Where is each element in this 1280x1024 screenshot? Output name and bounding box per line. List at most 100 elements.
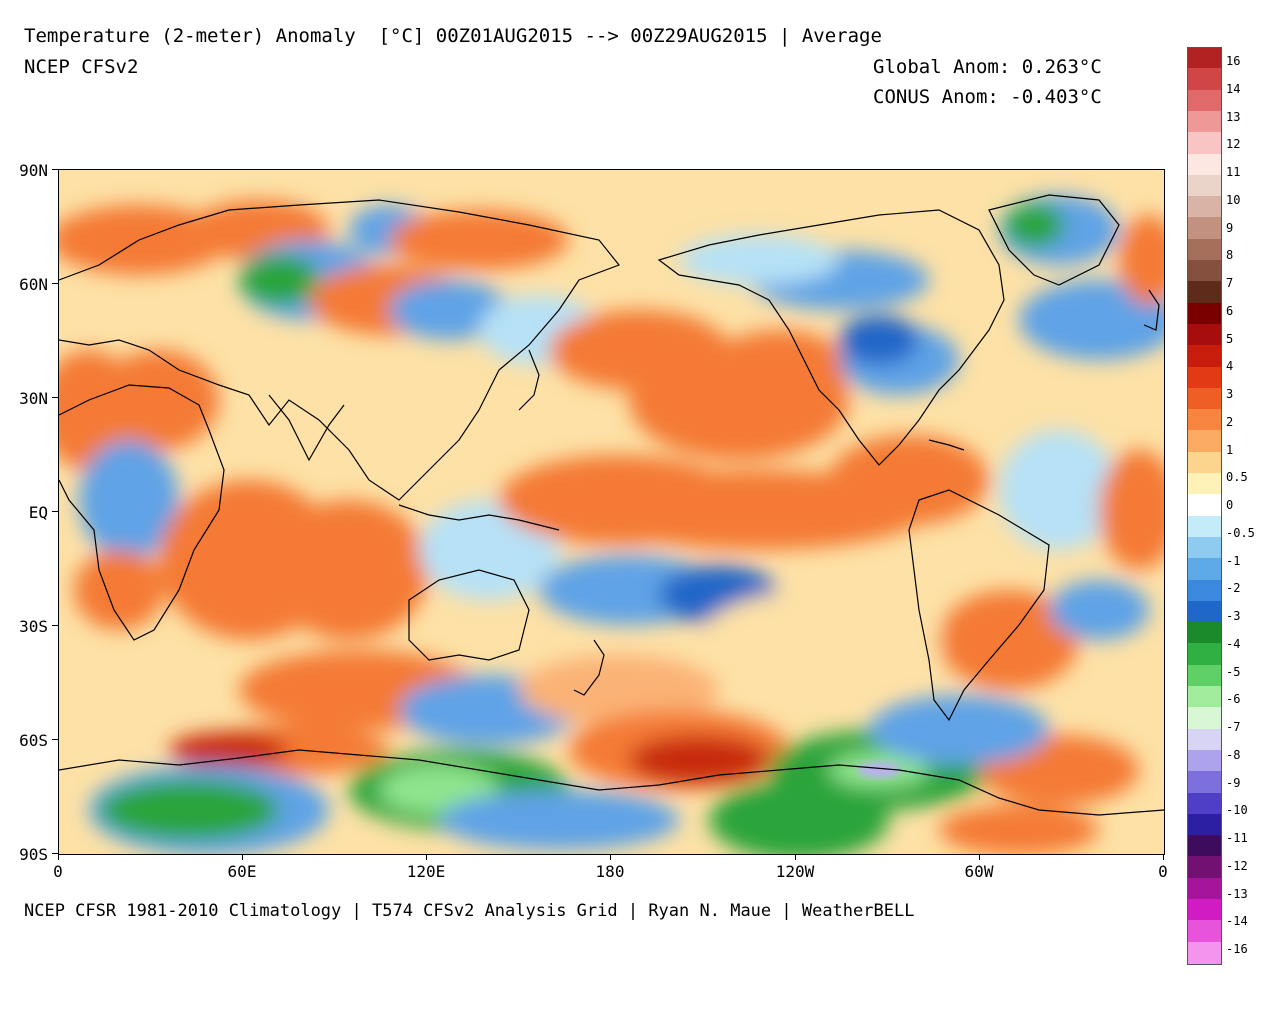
anomaly-region <box>239 255 319 305</box>
anomaly-region <box>709 780 889 854</box>
y-tick <box>52 511 58 512</box>
lon-label-60e: 60E <box>227 862 257 881</box>
colorbar-swatch <box>1187 771 1221 794</box>
colorbar-swatch <box>1187 835 1221 858</box>
anomaly-region <box>99 780 279 840</box>
colorbar-swatch <box>1187 707 1221 730</box>
anomaly-region <box>1019 280 1164 360</box>
model-name: NCEP CFSv2 <box>24 56 139 78</box>
y-tick <box>52 397 58 398</box>
colorbar-swatch <box>1187 473 1221 495</box>
colorbar-label: 8 <box>1226 248 1234 263</box>
colorbar-swatch <box>1187 409 1221 432</box>
anomaly-region <box>439 790 679 850</box>
y-tick <box>52 169 58 170</box>
colorbar-label: 0.5 <box>1226 470 1248 485</box>
lat-label-60n: 60N <box>19 275 48 294</box>
colorbar-swatch <box>1187 515 1221 538</box>
colorbar-swatch <box>1187 600 1221 623</box>
lat-label-90s: 90S <box>19 845 48 864</box>
colorbar-label: -6 <box>1226 692 1241 707</box>
anomaly-region <box>939 805 1099 854</box>
anomaly-field <box>59 170 1164 854</box>
x-tick <box>58 854 59 860</box>
colorbar-swatch <box>1187 323 1221 346</box>
colorbar-swatch <box>1187 366 1221 389</box>
colorbar-label: -12 <box>1226 858 1248 873</box>
anomaly-region <box>857 762 901 778</box>
colorbar-swatch <box>1187 558 1221 581</box>
colorbar-label: 6 <box>1226 303 1234 318</box>
anomaly-region <box>829 435 989 525</box>
anomaly-region <box>699 590 939 690</box>
anomaly-region <box>99 350 219 450</box>
colorbar-label: -7 <box>1226 720 1241 734</box>
colorbar-swatch <box>1187 387 1221 410</box>
colorbar-label: 12 <box>1226 137 1241 152</box>
anomaly-region <box>389 280 509 340</box>
colorbar-swatch <box>1187 196 1221 218</box>
colorbar-swatch <box>1187 749 1221 772</box>
colorbar-swatch <box>1187 451 1221 474</box>
anomaly-region <box>679 235 839 285</box>
colorbar-swatch <box>1187 238 1221 261</box>
colorbar-label: -9 <box>1226 775 1241 790</box>
colorbar-label: -5 <box>1226 664 1241 679</box>
anomaly-map <box>58 169 1165 855</box>
colorbar-label: 10 <box>1226 192 1241 207</box>
colorbar-label: -4 <box>1226 636 1241 651</box>
colorbar-label: 13 <box>1226 109 1241 124</box>
colorbar-swatch <box>1187 856 1221 879</box>
colorbar-swatch <box>1187 536 1221 559</box>
colorbar-swatch <box>1187 302 1221 325</box>
colorbar-swatch <box>1187 877 1221 900</box>
anomaly-region <box>869 695 1049 765</box>
colorbar-swatch <box>1187 494 1221 517</box>
x-tick <box>979 854 980 860</box>
lat-label-60s: 60S <box>19 731 48 750</box>
colorbar-label: 11 <box>1226 165 1241 179</box>
x-tick <box>426 854 427 860</box>
colorbar-swatch <box>1187 89 1221 112</box>
colorbar-label: 1 <box>1226 442 1234 457</box>
colorbar-label: 16 <box>1226 54 1241 68</box>
lon-label-0: 0 <box>53 862 63 881</box>
colorbar-label: 7 <box>1226 276 1234 290</box>
conus-anomaly: CONUS Anom: -0.403°C <box>873 86 1102 108</box>
anomaly-region <box>1049 580 1149 640</box>
x-tick <box>242 854 243 860</box>
anomaly-region <box>79 440 179 560</box>
map-title: Temperature (2-meter) Anomaly [°C] 00Z01… <box>24 25 882 47</box>
anomaly-region <box>389 210 569 270</box>
colorbar-label: 4 <box>1226 359 1234 374</box>
colorbar-label: 14 <box>1226 81 1241 96</box>
colorbar-swatch <box>1187 281 1221 304</box>
colorbar-label: 3 <box>1226 387 1234 401</box>
colorbar-swatch <box>1187 664 1221 687</box>
y-tick <box>52 739 58 740</box>
colorbar-label: -11 <box>1226 831 1248 845</box>
colorbar-label: -2 <box>1226 581 1241 596</box>
anomaly-region <box>939 590 1079 690</box>
colorbar-swatch <box>1187 899 1221 921</box>
anomaly-region <box>519 655 719 725</box>
colorbar-swatch <box>1187 728 1221 751</box>
anomaly-region <box>999 430 1119 550</box>
anomaly-region <box>169 732 289 768</box>
colorbar-label: 9 <box>1226 220 1234 235</box>
colorbar-label: -1 <box>1226 553 1241 568</box>
colorbar-swatch <box>1187 68 1221 91</box>
colorbar-swatch <box>1187 153 1221 176</box>
colorbar-label: 0 <box>1226 498 1234 512</box>
colorbar-swatch <box>1187 260 1221 282</box>
anomaly-region <box>839 315 919 365</box>
anomaly-region <box>629 735 769 785</box>
colorbar-label: -10 <box>1226 803 1248 818</box>
colorbar-swatch <box>1187 430 1221 453</box>
colorbar-label: 2 <box>1226 414 1234 429</box>
colorbar-swatch <box>1187 132 1221 155</box>
colorbar-label: -0.5 <box>1226 525 1255 540</box>
anomaly-region <box>1119 215 1164 305</box>
lat-label-90n: 90N <box>19 161 48 180</box>
lon-label-120e: 120E <box>406 862 446 881</box>
